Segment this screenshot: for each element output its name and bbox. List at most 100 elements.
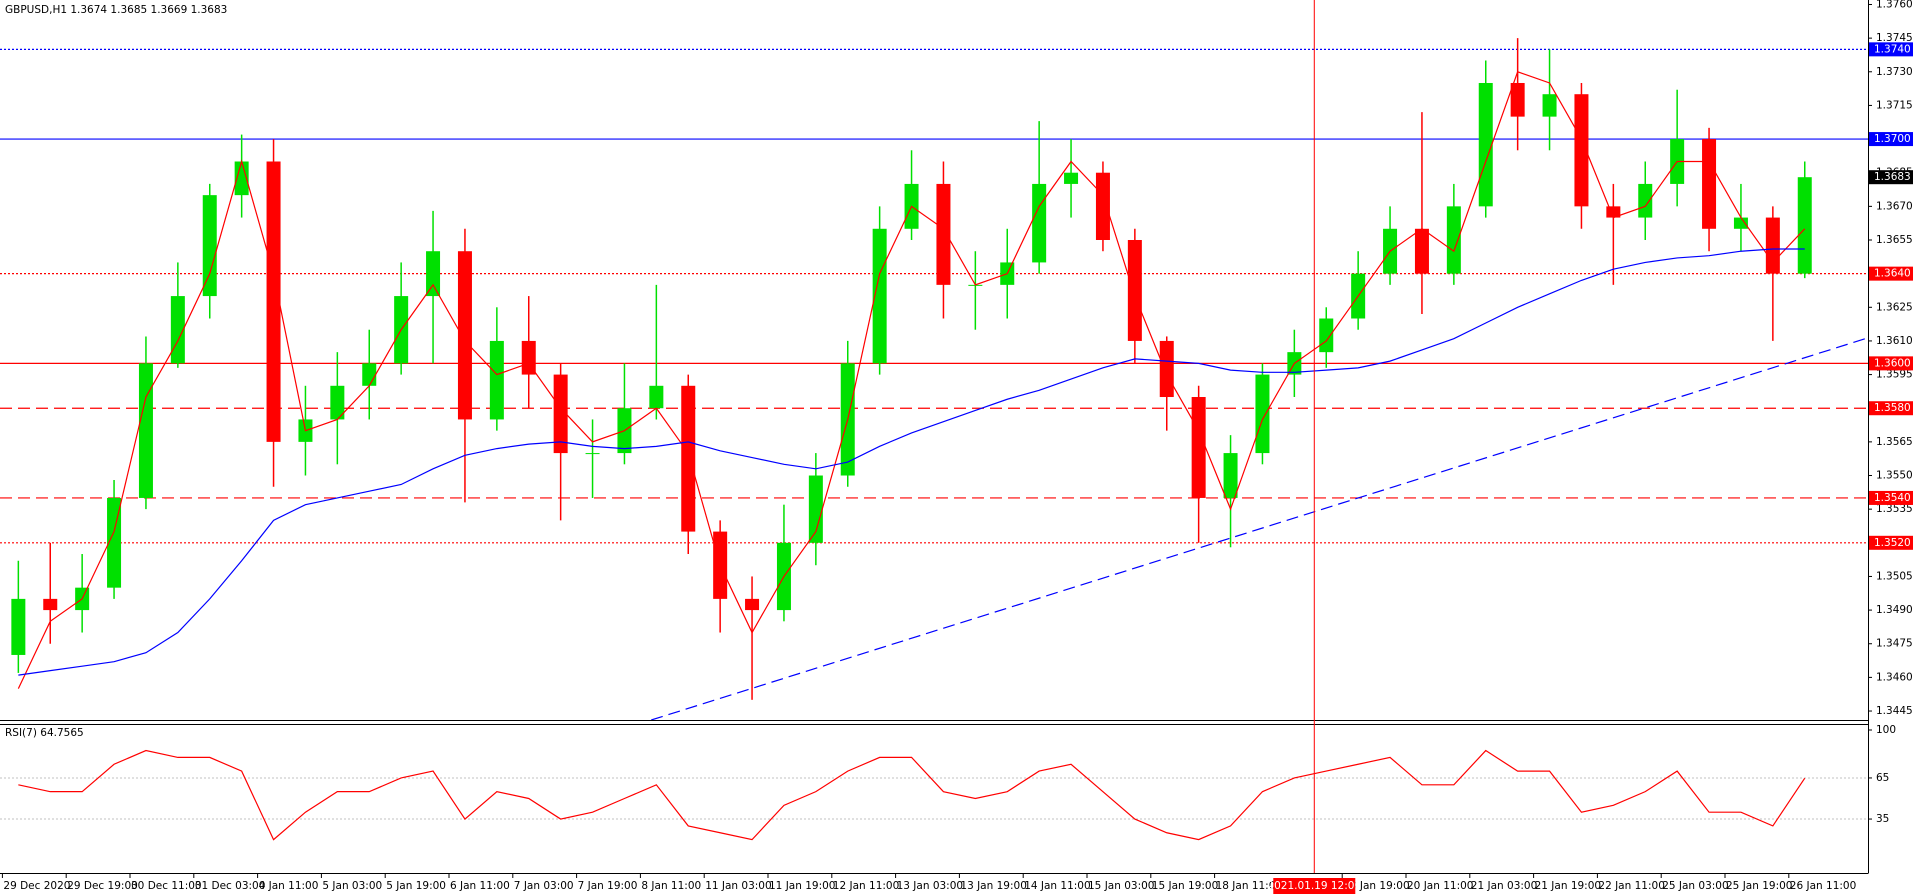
candle-body: [1159, 340, 1174, 398]
candle-body: [1797, 177, 1812, 274]
moving-average: [17, 71, 1806, 689]
x-tick-label: 19 Jan 19:00: [1343, 880, 1409, 892]
y-tick-label: 1.3655: [1876, 234, 1913, 246]
candle-body: [330, 385, 345, 420]
y-tick-label: 1.3550: [1876, 470, 1913, 482]
level-label-box: [1869, 42, 1913, 57]
candle-body: [585, 453, 600, 455]
candle-body: [1765, 217, 1780, 274]
crosshair-label: 2021.01.19 12:00: [1267, 880, 1361, 892]
candle-body: [649, 385, 664, 409]
last-price-label: 1.3683: [1874, 171, 1911, 183]
candle-body: [426, 251, 441, 297]
level-label-box: [1869, 490, 1913, 505]
x-tick-label: 18 Jan 11:00: [1216, 880, 1282, 892]
x-tick-label: 25 Jan 03:00: [1662, 880, 1728, 892]
y-tick-label: 1.3445: [1876, 705, 1913, 717]
x-tick-label: 12 Jan 11:00: [833, 880, 899, 892]
candle-body: [1574, 94, 1589, 207]
trendline: [651, 337, 1868, 720]
candle-body: [1510, 82, 1525, 117]
candle-body: [234, 161, 249, 196]
candle-body: [553, 374, 568, 454]
x-tick-label: 21 Jan 03:00: [1471, 880, 1537, 892]
candle-body: [1606, 206, 1621, 218]
level-label: 1.3580: [1874, 402, 1911, 414]
rsi-tick-label: 65: [1876, 772, 1889, 784]
level-label-box: [1869, 132, 1913, 147]
y-tick-label: 1.3670: [1876, 200, 1913, 212]
x-tick-label: 14 Jan 11:00: [1024, 880, 1090, 892]
level-label: 1.3540: [1874, 492, 1911, 504]
candle-body: [202, 195, 217, 297]
candle-body: [808, 475, 823, 543]
candle-body: [1702, 139, 1717, 229]
candle-body: [1733, 217, 1748, 229]
x-tick-label: 11 Jan 19:00: [769, 880, 835, 892]
y-tick-label: 1.3490: [1876, 604, 1913, 616]
y-tick-label: 1.3505: [1876, 570, 1913, 582]
rsi-line: [18, 749, 1806, 841]
x-tick-label: 7 Jan 19:00: [578, 880, 638, 892]
level-label: 1.3640: [1874, 268, 1911, 280]
candle-body: [489, 340, 504, 420]
rsi-tick-label: 35: [1876, 813, 1889, 825]
candle-body: [872, 228, 887, 364]
candle-body: [745, 598, 760, 611]
candle-body: [362, 363, 377, 386]
candle-body: [1095, 172, 1110, 240]
candle-body: [457, 251, 472, 420]
candle-body: [1478, 82, 1493, 207]
candle-body: [1064, 172, 1079, 184]
y-tick-label: 1.3760: [1876, 0, 1913, 10]
x-tick-label: 26 Jan 11:00: [1790, 880, 1856, 892]
x-tick-label: 15 Jan 03:00: [1088, 880, 1154, 892]
candle-body: [43, 598, 58, 611]
candle-body: [681, 385, 696, 532]
y-tick-label: 1.3610: [1876, 335, 1913, 347]
price-panel: [0, 38, 1868, 720]
level-label-box: [1869, 401, 1913, 416]
y-tick-label: 1.3535: [1876, 503, 1913, 515]
candle-body: [107, 497, 122, 588]
candle-body: [1223, 453, 1238, 498]
rsi-panel: [0, 749, 1868, 841]
level-label: 1.3520: [1874, 537, 1911, 549]
rsi-title: RSI(7) 64.7565: [5, 727, 84, 739]
y-tick-label: 1.3625: [1876, 301, 1913, 313]
last-price-box: [1869, 170, 1913, 185]
crosshair-label-box: [1273, 878, 1356, 894]
candle-body: [11, 598, 26, 655]
y-tick-label: 1.3745: [1876, 32, 1913, 44]
x-tick-label: 5 Jan 03:00: [322, 880, 382, 892]
x-tick-label: 5 Jan 19:00: [386, 880, 446, 892]
level-label: 1.3600: [1874, 357, 1911, 369]
y-tick-label: 1.3595: [1876, 369, 1913, 381]
x-tick-label: 20 Jan 11:00: [1407, 880, 1473, 892]
candle-body: [1191, 397, 1206, 498]
y-tick-label: 1.3565: [1876, 436, 1913, 448]
x-tick-label: 21 Jan 19:00: [1535, 880, 1601, 892]
x-tick-label: 15 Jan 19:00: [1152, 880, 1218, 892]
level-label: 1.3740: [1874, 43, 1911, 55]
x-tick-label: 11 Jan 03:00: [705, 880, 771, 892]
x-tick-label: 29 Dec 19:00: [67, 880, 138, 892]
y-tick-label: 1.3460: [1876, 671, 1913, 683]
candle-body: [138, 363, 153, 498]
x-tick-label: 13 Jan 19:00: [960, 880, 1026, 892]
x-tick-label: 6 Jan 11:00: [450, 880, 510, 892]
x-tick-label: 22 Jan 11:00: [1598, 880, 1664, 892]
x-tick-label: 7 Jan 03:00: [514, 880, 574, 892]
candle-body: [1414, 228, 1429, 274]
x-tick-label: 13 Jan 03:00: [897, 880, 963, 892]
moving-average: [18, 248, 1805, 676]
y-tick-label: 1.3730: [1876, 66, 1913, 78]
x-tick-label: 31 Dec 03:00: [195, 880, 266, 892]
x-tick-label: 30 Dec 11:00: [131, 880, 202, 892]
y-tick-label: 1.3475: [1876, 638, 1913, 650]
candle-body: [521, 340, 536, 375]
